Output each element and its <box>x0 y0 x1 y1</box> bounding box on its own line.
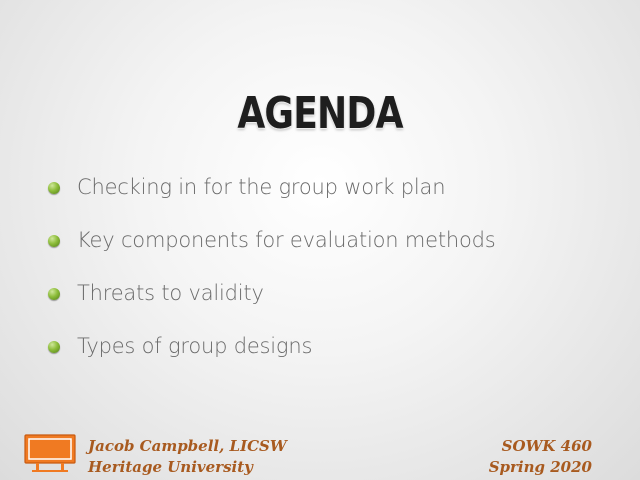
bullet-text: Threats to validity <box>77 280 264 305</box>
list-item: Key components for evaluation methods <box>48 213 496 266</box>
institution-name: Heritage University <box>88 458 253 476</box>
course-code: SOWK 460 <box>501 437 592 455</box>
footer-course-info: SOWK 460 Spring 2020 <box>489 436 592 478</box>
bullet-text: Key components for evaluation methods <box>77 227 496 252</box>
presenter-name: Jacob Campbell, LICSW <box>88 437 287 455</box>
course-term: Spring 2020 <box>488 458 592 476</box>
green-bullet-icon <box>48 234 60 247</box>
easel-board-icon <box>24 434 76 472</box>
agenda-list: Checking in for the group work plan Key … <box>48 160 496 372</box>
slide-title: AGENDA <box>237 88 403 139</box>
green-bullet-icon <box>48 181 60 194</box>
green-bullet-icon <box>48 340 60 353</box>
bullet-text: Types of group designs <box>77 333 313 358</box>
list-item: Threats to validity <box>48 266 496 319</box>
bullet-text: Checking in for the group work plan <box>77 174 446 199</box>
green-bullet-icon <box>48 287 60 300</box>
list-item: Checking in for the group work plan <box>48 160 496 213</box>
list-item: Types of group designs <box>48 319 496 372</box>
footer-presenter-info: Jacob Campbell, LICSW Heritage Universit… <box>88 436 287 478</box>
